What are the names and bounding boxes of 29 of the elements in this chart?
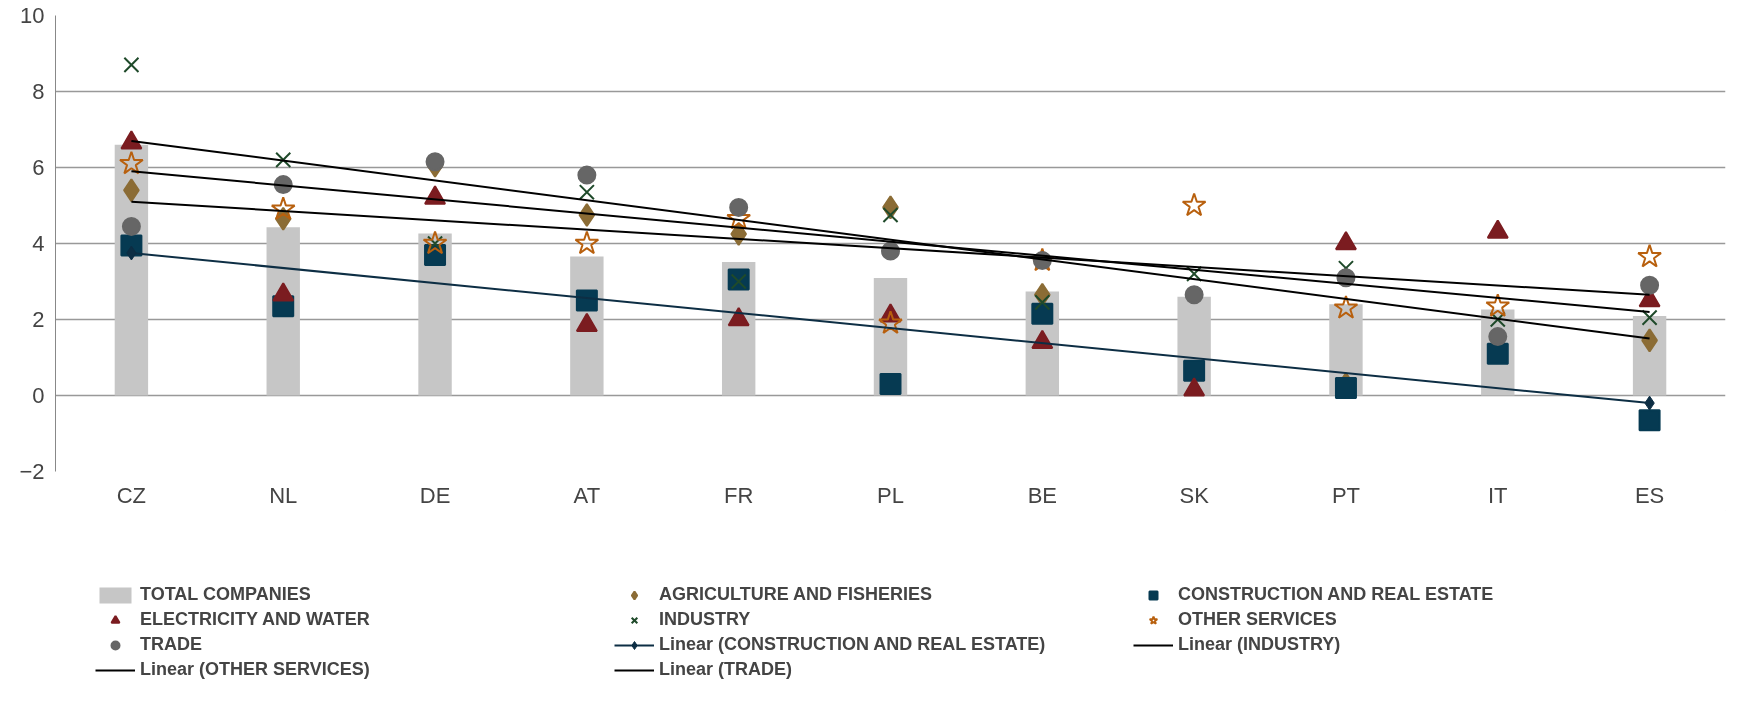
legend-label: AGRICULTURE AND FISHERIES <box>659 584 933 605</box>
y-tick-label: −2 <box>19 459 45 484</box>
legend-label: Linear (INDUSTRY) <box>1178 634 1342 655</box>
legend-label: Linear (TRADE) <box>659 659 793 680</box>
y-tick-label: 2 <box>32 307 45 332</box>
x-tick-label: FR <box>724 482 754 508</box>
y-tick-label: 4 <box>32 231 45 256</box>
y-tick-label: 6 <box>32 155 45 180</box>
x-tick-label: PL <box>877 482 904 508</box>
x-tick-label: PT <box>1331 482 1361 508</box>
x-tick-label: AT <box>573 482 601 508</box>
x-tick-label: NL <box>269 482 298 508</box>
x-tick-label: SK <box>1179 482 1210 508</box>
legend-label: CONSTRUCTION AND REAL ESTATE <box>1178 584 1495 605</box>
legend-label: Linear (CONSTRUCTION AND REAL ESTATE) <box>659 634 1047 655</box>
legend-label: OTHER SERVICES <box>1178 609 1338 630</box>
y-tick-label: 0 <box>32 383 45 408</box>
x-tick-label: BE <box>1027 482 1057 508</box>
x-tick-label: DE <box>419 482 451 508</box>
legend-label: ELECTRICITY AND WATER <box>140 609 371 630</box>
y-tick-label: 8 <box>32 79 45 104</box>
legend-label: TRADE <box>140 634 203 655</box>
legend-label: TOTAL COMPANIES <box>140 584 312 605</box>
legend-label: INDUSTRY <box>659 609 752 630</box>
x-tick-label: IT <box>1488 482 1508 508</box>
legend-label: Linear (OTHER SERVICES) <box>140 659 371 680</box>
x-tick-label: CZ <box>116 482 147 508</box>
x-tick-label: ES <box>1634 482 1665 508</box>
y-tick-label: 10 <box>20 3 45 28</box>
